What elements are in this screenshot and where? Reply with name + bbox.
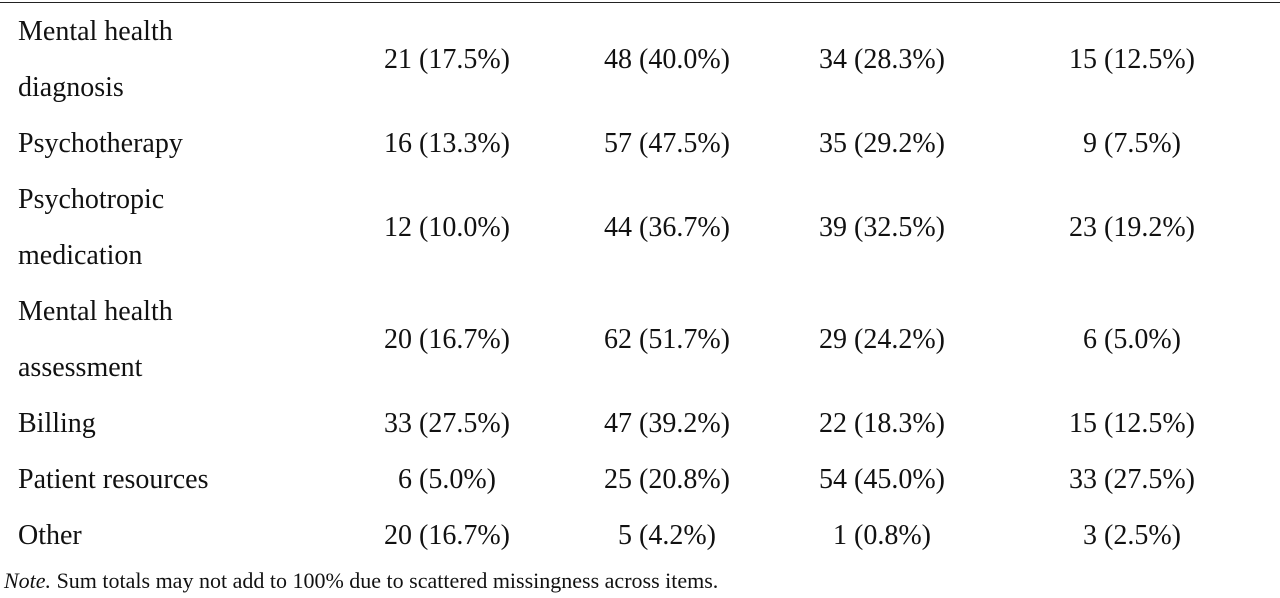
table-cell: 20 (16.7%) [384,520,510,551]
row-label: Mental health diagnosis [18,16,173,103]
table-cell: 29 (24.2%) [819,324,945,355]
table-cell: 34 (28.3%) [819,44,945,75]
note-label: Note. [4,568,52,593]
table-cell: 33 (27.5%) [384,408,510,439]
table-cell: 44 (36.7%) [604,212,730,243]
table-cell: 57 (47.5%) [604,128,730,159]
table-cell: 6 (5.0%) [1083,324,1181,355]
table-cell: 3 (2.5%) [1083,520,1181,551]
table-cell: 20 (16.7%) [384,324,510,355]
table-cell: 9 (7.5%) [1083,128,1181,159]
table-cell: 25 (20.8%) [604,464,730,495]
table-cell: 33 (27.5%) [1069,464,1195,495]
row-label: Mental health assessment [18,296,173,383]
top-rule [0,2,1280,3]
table-cell: 62 (51.7%) [604,324,730,355]
row-label: Patient resources [18,464,209,495]
table-cell: 47 (39.2%) [604,408,730,439]
table-cell: 15 (12.5%) [1069,408,1195,439]
table-cell: 12 (10.0%) [384,212,510,243]
note-text: Sum totals may not add to 100% due to sc… [56,568,719,593]
row-label: Psychotherapy [18,128,183,159]
table-cell: 35 (29.2%) [819,128,945,159]
table-cell: 15 (12.5%) [1069,44,1195,75]
table-cell: 23 (19.2%) [1069,212,1195,243]
table-cell: 21 (17.5%) [384,44,510,75]
row-label: Psychotropic medication [18,184,165,271]
table-cell: 6 (5.0%) [398,464,496,495]
table-cell: 16 (13.3%) [384,128,510,159]
table-cell: 22 (18.3%) [819,408,945,439]
table-cell: 39 (32.5%) [819,212,945,243]
table-cell: 5 (4.2%) [618,520,716,551]
table-cell: 1 (0.8%) [833,520,931,551]
note: Note. Sum totals may not add to 100% due… [4,566,718,596]
row-label: Other [18,520,82,551]
table-cell: 48 (40.0%) [604,44,730,75]
table-cell: 54 (45.0%) [819,464,945,495]
row-label: Billing [18,408,96,439]
